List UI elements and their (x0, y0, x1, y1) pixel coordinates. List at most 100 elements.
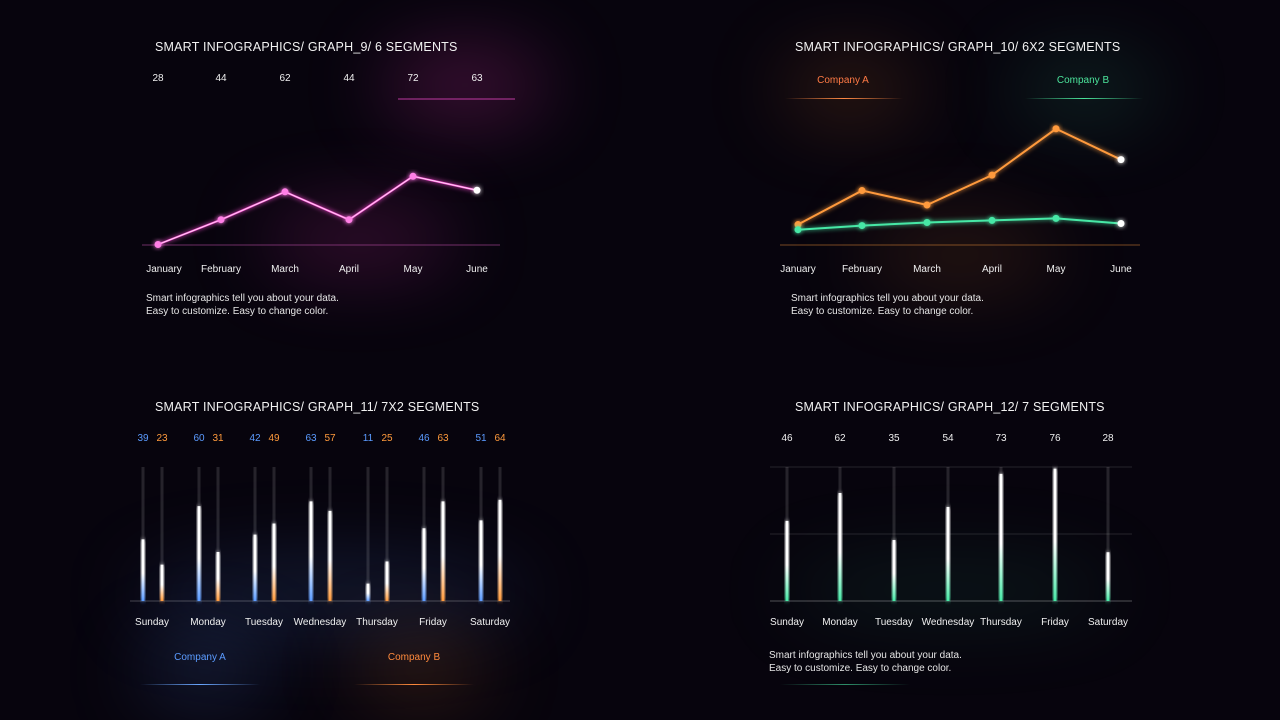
x-tick-label: June (1110, 264, 1132, 275)
bar (328, 510, 332, 601)
caption-line: Easy to customize. Easy to change color. (146, 305, 329, 317)
chart-title: SMART INFOGRAPHICS/ GRAPH_9/ 6 SEGMENTS (155, 40, 458, 54)
x-tick-label: Tuesday (875, 617, 913, 628)
caption-underline (780, 684, 910, 685)
data-label: 63 (471, 73, 483, 84)
legend-company-b: Company B (1056, 75, 1110, 86)
data-label: 49 (268, 433, 280, 444)
bar (309, 501, 313, 601)
data-label: 63 (437, 433, 449, 444)
chart-title: SMART INFOGRAPHICS/ GRAPH_12/ 7 SEGMENTS (795, 400, 1105, 414)
data-label: 42 (249, 433, 261, 444)
caption-line: Easy to customize. Easy to change color. (791, 305, 974, 317)
bar (1053, 468, 1057, 601)
data-point (409, 172, 417, 180)
x-tick-label: March (271, 264, 299, 275)
x-tick-label: Saturday (1088, 617, 1128, 628)
caption-line: Smart infographics tell you about your d… (146, 293, 339, 304)
ambient-glow (140, 640, 270, 700)
data-label: 60 (193, 433, 205, 444)
bar (785, 520, 789, 601)
legend-company-b: Company B (387, 652, 441, 663)
bar (253, 534, 257, 601)
bar (197, 506, 201, 601)
x-tick-label: May (1047, 264, 1066, 275)
data-point (154, 241, 162, 248)
caption-line: Smart infographics tell you about your d… (769, 650, 962, 661)
data-label: 46 (418, 433, 430, 444)
caption: Smart infographics tell you about your d… (769, 650, 962, 675)
chart-title: SMART INFOGRAPHICS/ GRAPH_11/ 7X2 SEGMEN… (155, 400, 480, 414)
caption: Smart infographics tell you about your d… (146, 293, 339, 318)
x-tick-label: January (780, 264, 816, 275)
data-point (794, 226, 802, 234)
bar (385, 561, 389, 601)
data-label: 63 (305, 433, 317, 444)
caption-line: Easy to customize. Easy to change color. (769, 662, 952, 674)
data-label: 44 (343, 73, 355, 84)
data-point (1052, 214, 1060, 222)
data-point (858, 222, 866, 230)
caption-line: Smart infographics tell you about your d… (791, 293, 984, 304)
legend-line (785, 98, 903, 99)
x-tick-label: Monday (190, 617, 226, 628)
bar (160, 564, 164, 601)
data-label: 35 (888, 433, 900, 444)
x-tick-label: Monday (822, 617, 858, 628)
data-label: 44 (215, 73, 227, 84)
data-label: 23 (156, 433, 168, 444)
legend-line (354, 684, 474, 685)
data-label: 64 (494, 433, 506, 444)
x-tick-label: Friday (419, 617, 447, 628)
legend-line (140, 684, 260, 685)
x-tick-label: Wednesday (294, 617, 347, 628)
data-label: 62 (834, 433, 846, 444)
series-line (797, 217, 1122, 231)
data-label: 54 (942, 433, 954, 444)
x-tick-label: Thursday (356, 617, 398, 628)
data-label: 11 (363, 433, 374, 444)
series-line-core (157, 175, 478, 245)
data-point (281, 188, 289, 196)
x-tick-label: April (339, 264, 359, 275)
bar (422, 528, 426, 601)
line-chart-graph9: 28 44 62 44 72 63 January February March April May… (142, 73, 515, 275)
data-point (988, 171, 996, 179)
bar-chart-graph12: 46 Sunday 62 Monday 35 Tuesday 54 Wednesday 73 Th… (770, 433, 1132, 628)
x-tick-label: May (404, 264, 423, 275)
data-label: 72 (407, 73, 419, 84)
data-label: 46 (781, 433, 793, 444)
data-point (1117, 220, 1125, 228)
bar (946, 506, 950, 601)
x-tick-label: January (146, 264, 182, 275)
data-point (923, 218, 931, 226)
legend-company-a: Company A (174, 652, 226, 663)
line-chart-graph10: January February March April May June (780, 125, 1140, 275)
bar (441, 501, 445, 601)
bar (272, 523, 276, 601)
data-label: 76 (1049, 433, 1061, 444)
data-point (217, 216, 225, 224)
data-label: 73 (995, 433, 1007, 444)
x-tick-label: Saturday (470, 617, 510, 628)
x-tick-label: April (982, 264, 1002, 275)
bar (498, 499, 502, 601)
data-point (988, 216, 996, 224)
data-label: 39 (137, 433, 149, 444)
data-point (473, 186, 481, 194)
data-label: 57 (324, 433, 336, 444)
bar (999, 473, 1003, 601)
x-tick-label: February (842, 264, 882, 275)
x-tick-label: February (201, 264, 241, 275)
data-point (345, 216, 353, 224)
data-label: 31 (212, 433, 224, 444)
data-label: 28 (1102, 433, 1114, 444)
series-line (157, 175, 478, 246)
data-point (858, 187, 866, 195)
x-tick-label: March (913, 264, 941, 275)
bar (479, 520, 483, 601)
data-label: 62 (279, 73, 291, 84)
caption: Smart infographics tell you about your d… (791, 293, 984, 318)
data-label: 25 (381, 433, 393, 444)
x-tick-label: Sunday (135, 617, 169, 628)
